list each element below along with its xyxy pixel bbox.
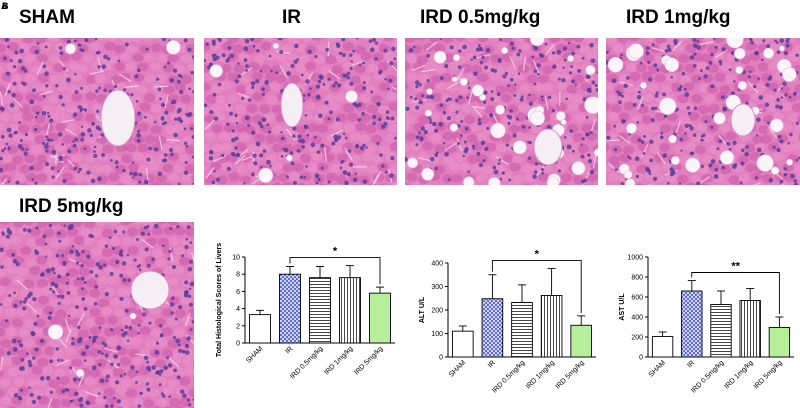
bar-ir xyxy=(681,290,703,358)
y-axis-label: Total Histological Scores of Livers xyxy=(216,243,223,357)
y-tick-label: 100 xyxy=(431,331,443,338)
bar-ir xyxy=(279,273,301,344)
y-tick-label: 400 xyxy=(431,261,443,268)
y-tick-label: 200 xyxy=(631,335,643,342)
y-axis-label: AST U/L xyxy=(619,293,626,321)
bar-ird-0-5mg-kg xyxy=(710,304,732,358)
bar-ird-0-5mg-kg xyxy=(511,302,533,358)
micrograph-ir xyxy=(204,38,397,185)
panel-label-a: A xyxy=(1,1,8,11)
category-label: IRD 5mg/kg xyxy=(753,359,784,390)
micrograph-ird-5 xyxy=(0,222,194,408)
category-label: IRD 1mg/kg xyxy=(323,345,354,376)
y-tick-label: 800 xyxy=(631,275,643,282)
category-label: IRD 5mg/kg xyxy=(555,359,586,390)
bar-ird-1mg-kg xyxy=(540,294,563,358)
bar-ird-1mg-kg xyxy=(739,300,761,358)
category-label: IR xyxy=(686,359,696,369)
bar-ird-5mg-kg xyxy=(570,324,593,358)
significance-bracket xyxy=(289,257,381,285)
bar-ird-0-5mg-kg xyxy=(309,277,331,344)
y-tick-label: 0 xyxy=(236,341,240,348)
y-tick-label: 200 xyxy=(431,308,443,315)
micrograph-title-ird-1: IRD 1mg/kg xyxy=(626,7,731,28)
category-label: IR xyxy=(285,345,295,355)
chart-histological-scores: 0 2 4 6 8 10 Total Histological Scores of Live… xyxy=(216,243,395,381)
significance-bracket xyxy=(691,272,780,314)
y-tick-label: 300 xyxy=(431,284,443,291)
y-tick-label: 2 xyxy=(236,323,240,330)
y-axis-label: ALT U/L xyxy=(419,296,426,323)
significance-label: * xyxy=(333,246,338,258)
y-tick-label: 6 xyxy=(236,289,240,296)
micrograph-title-ird-05: IRD 0.5mg/kg xyxy=(420,7,541,28)
micrograph-sham xyxy=(0,38,194,185)
bar-ir xyxy=(481,298,504,358)
micrograph-title-ird-5: IRD 5mg/kg xyxy=(19,196,124,217)
category-label: IRD 5mg/kg xyxy=(353,345,384,376)
panel-label-b: B xyxy=(2,1,9,11)
y-tick-label: 1000 xyxy=(627,255,643,262)
category-label: IRD 0.5mg/kg xyxy=(289,345,324,380)
micrograph-ird-05 xyxy=(405,38,598,185)
y-tick-label: 0 xyxy=(439,355,443,362)
micrograph-title-ir: IR xyxy=(282,7,301,28)
category-label: IRD 1mg/kg xyxy=(525,359,556,390)
y-tick-label: 4 xyxy=(236,306,240,313)
y-tick-label: 400 xyxy=(631,315,643,322)
category-label: IR xyxy=(487,359,497,369)
category-label: IRD 1mg/kg xyxy=(724,359,755,390)
significance-label: ** xyxy=(731,261,740,273)
micrograph-title-sham: SHAM xyxy=(19,7,75,28)
bar-ird-5mg-kg xyxy=(768,327,791,358)
bar-sham xyxy=(249,314,271,344)
y-tick-label: 10 xyxy=(232,255,240,262)
bar-sham xyxy=(651,336,674,358)
significance-label: * xyxy=(535,248,540,260)
bar-ird-5mg-kg xyxy=(369,292,391,344)
y-tick-label: 8 xyxy=(236,272,240,279)
category-label: SHAM xyxy=(448,359,467,378)
bar-ird-1mg-kg xyxy=(339,277,361,344)
y-tick-label: 0 xyxy=(639,355,643,362)
significance-bracket xyxy=(491,259,582,313)
y-tick-label: 600 xyxy=(631,295,643,302)
category-label: SHAM xyxy=(245,345,264,364)
category-label: SHAM xyxy=(648,359,667,378)
bar-sham xyxy=(451,330,474,358)
micrograph-ird-1 xyxy=(606,38,800,185)
